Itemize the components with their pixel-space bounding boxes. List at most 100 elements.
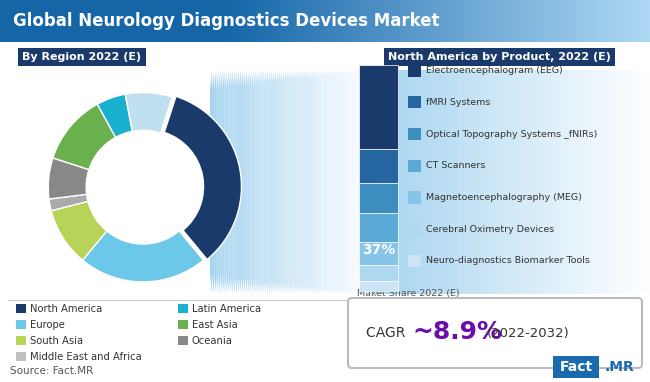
- Polygon shape: [609, 70, 612, 294]
- Text: ~8.9%: ~8.9%: [412, 320, 502, 344]
- Polygon shape: [526, 70, 530, 294]
- FancyBboxPatch shape: [599, 0, 602, 42]
- FancyBboxPatch shape: [603, 0, 605, 42]
- Text: Maket Share 2022 (E): Maket Share 2022 (E): [357, 289, 460, 298]
- FancyBboxPatch shape: [382, 0, 384, 42]
- Polygon shape: [619, 70, 623, 294]
- FancyBboxPatch shape: [474, 0, 477, 42]
- Polygon shape: [474, 70, 478, 294]
- FancyBboxPatch shape: [489, 0, 492, 42]
- FancyBboxPatch shape: [270, 0, 272, 42]
- FancyBboxPatch shape: [644, 0, 646, 42]
- FancyBboxPatch shape: [567, 0, 570, 42]
- FancyBboxPatch shape: [390, 0, 393, 42]
- Bar: [359, 281, 398, 292]
- FancyBboxPatch shape: [520, 0, 523, 42]
- Polygon shape: [471, 70, 474, 294]
- Polygon shape: [536, 70, 540, 294]
- FancyBboxPatch shape: [251, 0, 254, 42]
- Polygon shape: [333, 70, 336, 294]
- FancyBboxPatch shape: [473, 0, 475, 42]
- Polygon shape: [392, 70, 396, 294]
- Polygon shape: [268, 70, 270, 294]
- Text: North America: North America: [30, 304, 102, 314]
- Polygon shape: [305, 70, 307, 294]
- Polygon shape: [289, 70, 291, 294]
- Polygon shape: [612, 70, 616, 294]
- FancyBboxPatch shape: [408, 0, 411, 42]
- FancyBboxPatch shape: [263, 0, 266, 42]
- FancyBboxPatch shape: [611, 0, 614, 42]
- FancyBboxPatch shape: [242, 0, 246, 42]
- Text: By Region 2022 (E): By Region 2022 (E): [22, 52, 141, 62]
- Polygon shape: [423, 70, 426, 294]
- FancyBboxPatch shape: [642, 0, 644, 42]
- FancyBboxPatch shape: [337, 0, 340, 42]
- Polygon shape: [599, 70, 602, 294]
- FancyBboxPatch shape: [351, 0, 354, 42]
- FancyBboxPatch shape: [386, 0, 389, 42]
- FancyBboxPatch shape: [542, 0, 545, 42]
- FancyBboxPatch shape: [317, 0, 320, 42]
- FancyBboxPatch shape: [543, 0, 546, 42]
- Polygon shape: [420, 70, 423, 294]
- FancyBboxPatch shape: [259, 0, 263, 42]
- FancyBboxPatch shape: [253, 0, 255, 42]
- Text: South Asia: South Asia: [30, 335, 83, 345]
- FancyBboxPatch shape: [601, 0, 604, 42]
- FancyBboxPatch shape: [402, 0, 404, 42]
- Polygon shape: [332, 70, 333, 294]
- FancyBboxPatch shape: [597, 0, 601, 42]
- FancyBboxPatch shape: [557, 0, 560, 42]
- FancyBboxPatch shape: [467, 0, 470, 42]
- Polygon shape: [218, 70, 220, 294]
- FancyBboxPatch shape: [532, 0, 534, 42]
- FancyBboxPatch shape: [280, 0, 283, 42]
- Polygon shape: [389, 70, 392, 294]
- FancyBboxPatch shape: [461, 0, 463, 42]
- Polygon shape: [274, 70, 276, 294]
- FancyBboxPatch shape: [591, 0, 593, 42]
- Polygon shape: [543, 70, 547, 294]
- FancyBboxPatch shape: [334, 0, 337, 42]
- FancyBboxPatch shape: [549, 0, 551, 42]
- FancyBboxPatch shape: [272, 0, 274, 42]
- Polygon shape: [292, 70, 294, 294]
- Polygon shape: [348, 70, 350, 294]
- FancyBboxPatch shape: [424, 0, 426, 42]
- Polygon shape: [464, 70, 468, 294]
- FancyBboxPatch shape: [178, 320, 188, 329]
- FancyBboxPatch shape: [630, 0, 632, 42]
- FancyBboxPatch shape: [569, 0, 571, 42]
- FancyBboxPatch shape: [256, 0, 259, 42]
- FancyBboxPatch shape: [439, 0, 441, 42]
- Polygon shape: [233, 70, 235, 294]
- Polygon shape: [336, 70, 338, 294]
- FancyBboxPatch shape: [493, 0, 495, 42]
- Polygon shape: [315, 70, 317, 294]
- FancyBboxPatch shape: [510, 0, 512, 42]
- FancyBboxPatch shape: [483, 0, 486, 42]
- Polygon shape: [605, 70, 609, 294]
- FancyBboxPatch shape: [348, 0, 350, 42]
- FancyBboxPatch shape: [456, 0, 458, 42]
- Text: East Asia: East Asia: [192, 319, 238, 330]
- Polygon shape: [367, 70, 369, 294]
- Polygon shape: [259, 70, 261, 294]
- FancyBboxPatch shape: [341, 0, 343, 42]
- FancyBboxPatch shape: [574, 0, 577, 42]
- Polygon shape: [488, 70, 492, 294]
- FancyBboxPatch shape: [449, 0, 452, 42]
- Polygon shape: [554, 70, 557, 294]
- FancyBboxPatch shape: [344, 0, 347, 42]
- Polygon shape: [434, 70, 437, 294]
- FancyBboxPatch shape: [339, 0, 342, 42]
- FancyBboxPatch shape: [633, 0, 636, 42]
- Polygon shape: [385, 70, 389, 294]
- Polygon shape: [530, 70, 533, 294]
- FancyBboxPatch shape: [306, 0, 308, 42]
- Text: 34%: 34%: [131, 183, 174, 201]
- FancyBboxPatch shape: [248, 0, 250, 42]
- Text: CT Scanners: CT Scanners: [426, 161, 486, 170]
- FancyBboxPatch shape: [534, 0, 536, 42]
